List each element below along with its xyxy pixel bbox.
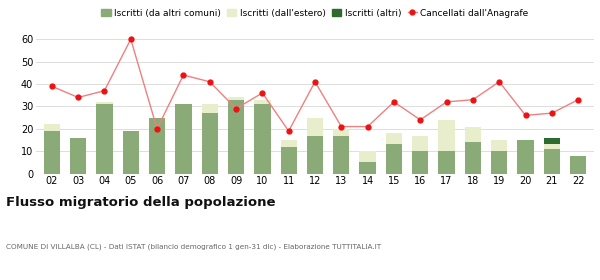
Bar [333, 129, 349, 136]
Text: COMUNE DI VILLALBA (CL) - Dati ISTAT (bilancio demografico 1 gen-31 dic) - Elabo: COMUNE DI VILLALBA (CL) - Dati ISTAT (bi… [6, 244, 381, 250]
Bar [281, 140, 297, 147]
Bar [254, 104, 271, 174]
Legend: Iscritti (da altri comuni), Iscritti (dall'estero), Iscritti (altri), Cancellati: Iscritti (da altri comuni), Iscritti (da… [101, 9, 529, 18]
Bar [465, 127, 481, 142]
Bar [70, 138, 86, 174]
Bar [307, 118, 323, 136]
Bar [465, 142, 481, 174]
Bar [202, 104, 218, 113]
Bar [517, 140, 534, 174]
Bar [359, 151, 376, 162]
Bar [544, 149, 560, 174]
Bar [386, 133, 402, 144]
Bar [439, 120, 455, 151]
Bar [491, 140, 508, 151]
Bar [44, 124, 60, 131]
Bar [228, 100, 244, 174]
Bar [412, 136, 428, 151]
Bar [281, 147, 297, 174]
Text: Flusso migratorio della popolazione: Flusso migratorio della popolazione [6, 196, 275, 209]
Bar [544, 144, 560, 149]
Bar [254, 100, 271, 104]
Bar [175, 104, 191, 174]
Bar [570, 156, 586, 174]
Bar [228, 97, 244, 100]
Bar [202, 113, 218, 174]
Bar [149, 118, 165, 174]
Bar [359, 162, 376, 174]
Bar [96, 104, 113, 174]
Bar [386, 144, 402, 174]
Bar [491, 151, 508, 174]
Bar [44, 131, 60, 174]
Bar [544, 138, 560, 144]
Bar [307, 136, 323, 174]
Bar [122, 131, 139, 174]
Bar [439, 151, 455, 174]
Bar [333, 136, 349, 174]
Bar [412, 151, 428, 174]
Bar [96, 102, 113, 104]
